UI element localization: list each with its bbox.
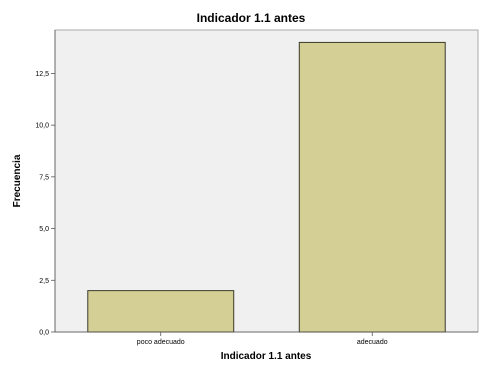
- y-axis-label: Frecuencia: [12, 154, 23, 207]
- y-tick-label: 10,0: [35, 123, 49, 130]
- y-tick-label: 7,5: [39, 174, 49, 181]
- bar-adecuado: [298, 41, 446, 333]
- y-axis-ticks: 0,0 2,5 5,0 7,5 10,0 12,5: [35, 71, 55, 337]
- bar-poco-adecuado: [87, 290, 235, 333]
- x-tick-label: poco adecuado: [137, 339, 185, 346]
- x-tick-label: adecuado: [357, 339, 388, 346]
- bars-group: [87, 41, 446, 333]
- y-tick-label: 0,0: [39, 330, 49, 337]
- y-tick-label: 5,0: [39, 226, 49, 233]
- x-axis-ticks: poco adecuado adecuado: [137, 332, 388, 346]
- y-tick-label: 2,5: [39, 278, 49, 285]
- chart-title: Indicador 1.1 antes: [197, 11, 306, 25]
- x-axis-label: Indicador 1.1 antes: [221, 351, 312, 362]
- y-tick-label: 12,5: [35, 71, 49, 78]
